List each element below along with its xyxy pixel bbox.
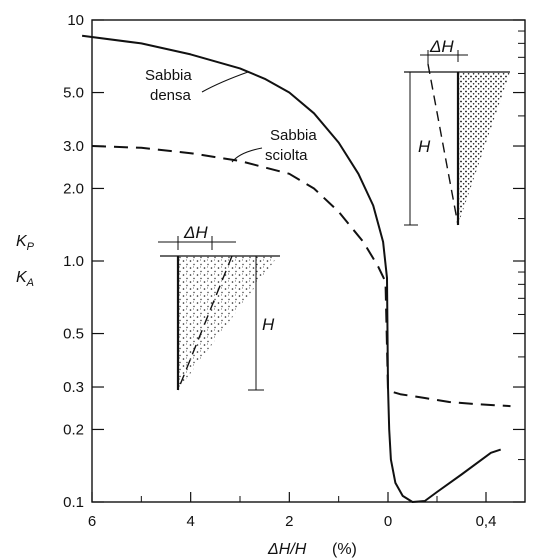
active-wall-sketch: ΔH H	[158, 223, 280, 391]
passive-wall-sketch: ΔH H	[404, 37, 510, 226]
passive-soil-wedge	[458, 72, 510, 225]
x-tick-label: 6	[88, 513, 96, 530]
active-dh-label: ΔH	[183, 223, 208, 242]
annotation-sciolta-line1: Sabbia	[270, 127, 317, 144]
x-tick-label: 0,4	[476, 513, 497, 530]
annotation-sciolta-leader	[231, 147, 263, 163]
y-tick-label: 2.0	[63, 180, 84, 197]
annotation-sabbia-sciolta: Sabbia sciolta	[231, 127, 317, 164]
y-tick-label: 5.0	[63, 85, 84, 102]
y-tick-label: 1.0	[63, 253, 84, 270]
y-axis-label-active: KA	[16, 269, 34, 289]
x-axis: 6 4 2 0 0,4	[88, 492, 497, 530]
active-soil-wedge	[178, 256, 278, 390]
y-tick-label: 10	[67, 12, 84, 29]
annotation-sciolta-line2: sciolta	[265, 147, 308, 164]
y-axis-label-passive: KP	[16, 233, 35, 253]
passive-h-label: H	[418, 137, 431, 156]
x-axis-label: ΔH/H	[267, 541, 307, 558]
y-tick-label: 0.1	[63, 494, 84, 511]
passive-failure-line	[427, 63, 459, 226]
series-line-sabbia-sciolta	[91, 145, 511, 408]
y-tick-label: 0.2	[63, 421, 84, 438]
x-tick-label: 4	[186, 513, 194, 530]
annotation-densa-leader	[201, 71, 249, 93]
series-group	[81, 34, 511, 503]
annotation-densa-line2: densa	[150, 87, 192, 104]
y-tick-label: 3.0	[63, 138, 84, 155]
y-axis: 10 5.0 3.0 2.0 1.0 0.5 0.3 0.2 0.1	[63, 12, 525, 511]
active-h-label: H	[262, 315, 275, 334]
x-tick-label: 0	[384, 513, 392, 530]
y-tick-label: 0.3	[63, 379, 84, 396]
passive-dh-label: ΔH	[429, 37, 454, 56]
series-line-sabbia-densa	[81, 34, 502, 503]
x-tick-label: 2	[285, 513, 293, 530]
y-tick-label: 0.5	[63, 326, 84, 343]
annotation-sabbia-densa: Sabbia densa	[145, 67, 249, 104]
active-failure-line	[177, 255, 233, 391]
x-axis-unit: (%)	[332, 541, 357, 558]
annotation-densa-line1: Sabbia	[145, 67, 192, 84]
